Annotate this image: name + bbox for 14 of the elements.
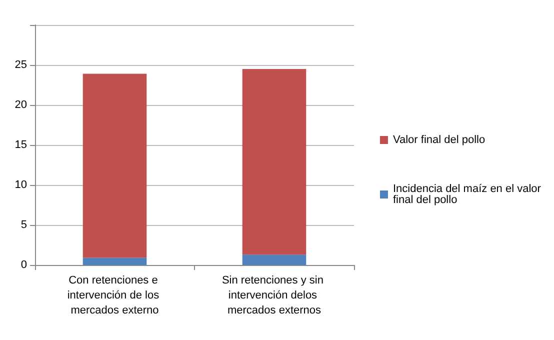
bar bbox=[242, 254, 306, 265]
y-tick-label: 20 bbox=[14, 99, 27, 111]
y-tick-label: 25 bbox=[14, 59, 27, 71]
x-tick-label: Sin retenciones y sin intervención delos mercados externos bbox=[222, 274, 327, 316]
legend-label: Incidencia del maíz en el valor final del pollo bbox=[392, 183, 544, 206]
y-tick-label: 10 bbox=[14, 179, 27, 191]
legend-label: Valor final del pollo bbox=[392, 134, 486, 146]
bar bbox=[82, 258, 147, 265]
bar bbox=[82, 74, 147, 258]
bar bbox=[242, 69, 306, 255]
y-tick-label: 5 bbox=[20, 219, 27, 231]
y-tick-label: 0 bbox=[20, 259, 27, 271]
x-tick-label: Con retenciones e intervención de los mercados externo bbox=[67, 274, 162, 316]
y-tick-label: 15 bbox=[14, 139, 27, 151]
